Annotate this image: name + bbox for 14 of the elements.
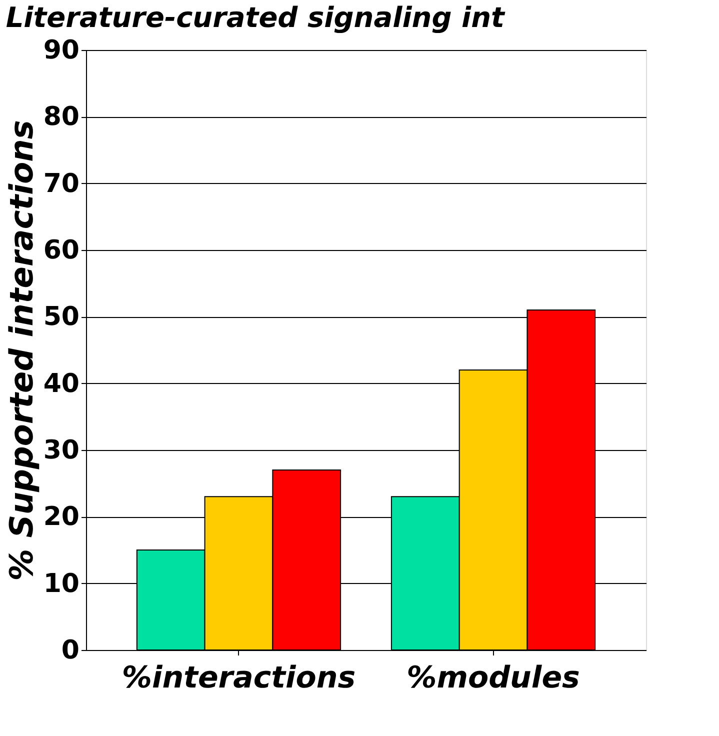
y-tick-label: 70 bbox=[43, 168, 80, 199]
y-tick-label: 40 bbox=[43, 368, 80, 399]
y-tick-label: 30 bbox=[43, 436, 80, 466]
y-tick-label: 0 bbox=[61, 636, 80, 666]
chart-title: Literature-curated signaling int bbox=[6, 1, 506, 34]
y-tick-label: 50 bbox=[43, 302, 80, 332]
x-tick-label: %modules bbox=[406, 660, 580, 696]
y-tick-label: 10 bbox=[43, 568, 80, 599]
y-tick-label: 90 bbox=[43, 36, 80, 66]
y-tick-label: 20 bbox=[43, 502, 80, 532]
y-tick-label: 60 bbox=[43, 236, 80, 266]
y-tick-label: 80 bbox=[43, 102, 80, 132]
x-tick-label: %interactions bbox=[122, 660, 356, 696]
y-axis-title: % Supported interactions bbox=[2, 120, 40, 581]
